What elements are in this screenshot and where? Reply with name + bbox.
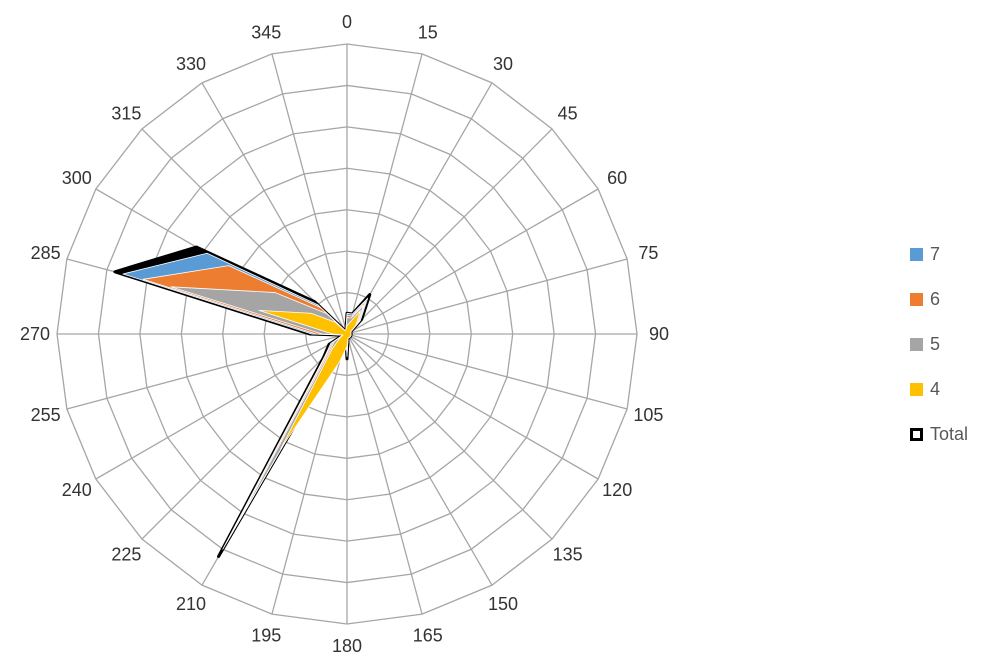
legend-swatch-7 bbox=[910, 248, 923, 261]
legend-label-5: 5 bbox=[930, 334, 941, 354]
legend-label-7: 7 bbox=[930, 244, 941, 264]
grid-spoke-120 bbox=[346, 333, 599, 480]
grid-spoke-330 bbox=[201, 82, 348, 335]
legend-swatch-total bbox=[910, 428, 923, 441]
grid-spoke-255 bbox=[66, 333, 348, 410]
tick-label-285: 285 bbox=[31, 243, 61, 263]
grid-spoke-105 bbox=[346, 333, 628, 410]
tick-label-240: 240 bbox=[62, 480, 92, 500]
grid-spoke-135 bbox=[346, 333, 553, 540]
tick-label-225: 225 bbox=[111, 545, 141, 565]
legend-item-7: 7 bbox=[910, 232, 968, 277]
tick-label-315: 315 bbox=[111, 103, 141, 123]
tick-label-90: 90 bbox=[649, 324, 669, 344]
tick-label-135: 135 bbox=[553, 545, 583, 565]
tick-label-195: 195 bbox=[251, 625, 281, 645]
legend: 7 6 5 4 Total bbox=[910, 232, 968, 457]
grid-spoke-15 bbox=[346, 53, 423, 335]
grid-spoke-165 bbox=[346, 333, 423, 615]
grid-spoke-195 bbox=[271, 333, 348, 615]
tick-label-105: 105 bbox=[633, 405, 663, 425]
legend-label-4: 4 bbox=[930, 379, 941, 399]
grid-spoke-75 bbox=[346, 258, 628, 335]
tick-label-180: 180 bbox=[332, 636, 362, 656]
angle-tick-labels: 0 15 30 45 60 75 90 105 120 135 150 165 180 195 210 225… bbox=[20, 12, 669, 656]
legend-swatch-6 bbox=[910, 293, 923, 306]
tick-label-165: 165 bbox=[413, 625, 443, 645]
tick-label-45: 45 bbox=[558, 103, 578, 123]
series-layer bbox=[113, 245, 372, 558]
grid-spoke-345 bbox=[271, 53, 348, 335]
grid-spoke-240 bbox=[95, 333, 348, 480]
tick-label-330: 330 bbox=[176, 54, 206, 74]
legend-item-5: 5 bbox=[910, 322, 968, 367]
radar-grid bbox=[56, 43, 638, 625]
tick-label-75: 75 bbox=[638, 243, 658, 263]
legend-item-6: 6 bbox=[910, 277, 968, 322]
legend-label-6: 6 bbox=[930, 289, 941, 309]
tick-label-210: 210 bbox=[176, 594, 206, 614]
legend-swatch-4 bbox=[910, 383, 923, 396]
legend-swatch-5 bbox=[910, 338, 923, 351]
tick-label-255: 255 bbox=[31, 405, 61, 425]
tick-label-345: 345 bbox=[251, 23, 281, 43]
legend-label-total: Total bbox=[930, 424, 969, 444]
grid-spoke-30 bbox=[346, 82, 493, 335]
tick-label-120: 120 bbox=[602, 480, 632, 500]
tick-label-300: 300 bbox=[62, 168, 92, 188]
series-4-area bbox=[258, 310, 361, 450]
tick-label-15: 15 bbox=[418, 23, 438, 43]
tick-label-270: 270 bbox=[20, 324, 50, 344]
grid-spoke-225 bbox=[141, 333, 348, 540]
grid-spoke-45 bbox=[346, 128, 553, 335]
tick-label-150: 150 bbox=[488, 594, 518, 614]
tick-label-30: 30 bbox=[493, 54, 513, 74]
grid-spoke-60 bbox=[346, 188, 599, 335]
tick-label-0: 0 bbox=[342, 12, 352, 32]
grid-spoke-150 bbox=[346, 333, 493, 586]
tick-label-60: 60 bbox=[607, 168, 627, 188]
legend-item-4: 4 bbox=[910, 367, 968, 412]
legend-item-total: Total bbox=[910, 412, 968, 457]
